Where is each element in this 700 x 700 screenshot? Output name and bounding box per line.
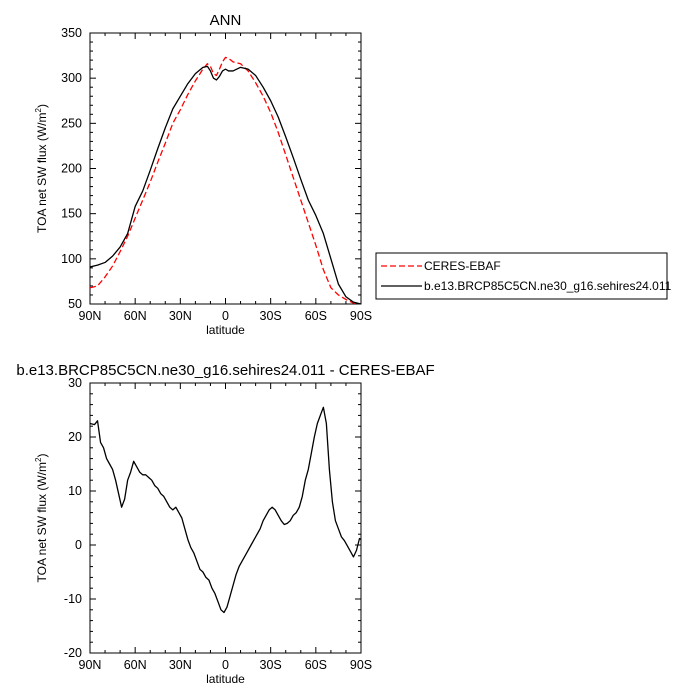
x-tick-label: 0: [222, 658, 229, 672]
x-tick-label: 30S: [260, 658, 282, 672]
y-tick-label: 150: [61, 207, 82, 221]
x-tick-label: 90S: [350, 658, 372, 672]
x-tick-label: 60S: [305, 309, 327, 323]
legend-label: CERES-EBAF: [424, 259, 501, 273]
y-tick-label: 10: [68, 484, 82, 498]
y-tick-label: 0: [75, 538, 82, 552]
x-tick-label: 60S: [305, 658, 327, 672]
y-tick-label: 100: [61, 252, 82, 266]
x-axis-label: latitude: [206, 323, 245, 337]
top-line-chart: ANN 90N 60N 30N 0 30S 60S 90S 50 100 150 200 250 300 3…: [34, 12, 372, 337]
series-line-b-e13-brcp85c5cn-ne30-g16-sehires24-011: [90, 65, 361, 304]
y-tick-label: 30: [68, 376, 82, 390]
x-tick-label: 60N: [124, 309, 147, 323]
x-tick-label: 30N: [169, 658, 192, 672]
legend-box: [375, 252, 668, 300]
y-tick-label: 350: [61, 26, 82, 40]
x-tick-label: 60N: [124, 658, 147, 672]
y-tick-label: 50: [68, 297, 82, 311]
chart-title: ANN: [210, 12, 242, 29]
y-tick-label: 300: [61, 71, 82, 85]
x-tick-label: 90N: [79, 658, 102, 672]
y-axis-label: TOA net SW flux (W/m2): [34, 454, 49, 583]
x-tick-label: 30N: [169, 309, 192, 323]
plot-frame: [89, 32, 362, 305]
y-tick-label: -20: [64, 646, 82, 660]
legend: CERES-EBAF b.e13.BRCP85C5CN.ne30_g16.sehi…: [375, 252, 672, 300]
y-tick-label: 200: [61, 162, 82, 176]
plot-frame: [89, 382, 362, 654]
x-tick-label: 30S: [260, 309, 282, 323]
y-tick-label: 250: [61, 116, 82, 130]
legend-label: b.e13.BRCP85C5CN.ne30_g16.sehires24.011: [424, 279, 672, 293]
x-axis-label: latitude: [206, 672, 245, 686]
series-line-ceres-ebaf: [90, 56, 361, 304]
series-line-difference: [90, 406, 361, 614]
x-tick-label: 0: [222, 309, 229, 323]
y-tick-label: -10: [64, 592, 82, 606]
difference-line-chart: b.e13.BRCP85C5CN.ne30_g16.sehires24.011 …: [16, 362, 434, 686]
y-tick-label: 20: [68, 430, 82, 444]
chart-title: b.e13.BRCP85C5CN.ne30_g16.sehires24.011 …: [16, 362, 434, 379]
x-tick-label: 90S: [350, 309, 372, 323]
x-tick-label: 90N: [79, 309, 102, 323]
y-axis-label: TOA net SW flux (W/m2): [34, 104, 49, 233]
